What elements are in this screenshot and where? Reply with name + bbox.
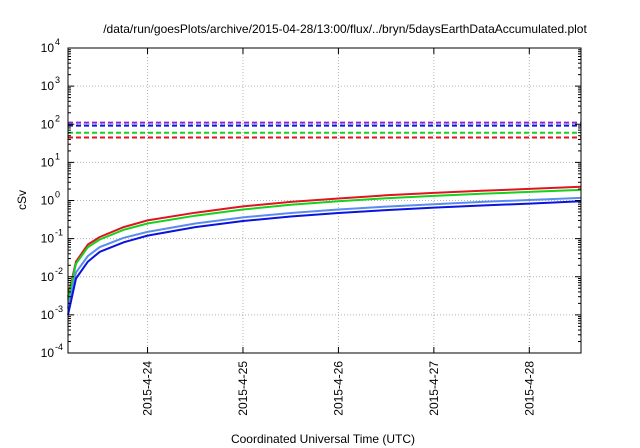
y-tick-exponent: -2 bbox=[55, 266, 63, 276]
series-line-1 bbox=[67, 188, 582, 300]
y-tick-exponent: 3 bbox=[55, 75, 60, 85]
y-tick-exponent: 1 bbox=[55, 151, 60, 161]
x-axis-label: Coordinated Universal Time (UTC) bbox=[231, 432, 415, 446]
chart-title: /data/run/goesPlots/archive/2015-04-28/1… bbox=[103, 22, 587, 36]
y-tick-label: 10 bbox=[41, 308, 55, 322]
y-tick-exponent: 2 bbox=[55, 113, 60, 123]
x-tick-label: 2015-4-26 bbox=[331, 361, 345, 416]
x-tick-label: 2015-4-24 bbox=[141, 361, 155, 416]
series-line-3 bbox=[67, 200, 582, 316]
x-tick-label: 2015-4-28 bbox=[522, 361, 536, 416]
y-tick-exponent: 0 bbox=[55, 190, 60, 200]
x-tick-label: 2015-4-27 bbox=[427, 361, 441, 416]
y-tick-exponent: -4 bbox=[55, 342, 63, 352]
y-tick-exponent: 4 bbox=[55, 37, 60, 47]
y-tick-label: 10 bbox=[41, 79, 55, 93]
x-tick-label: 2015-4-25 bbox=[236, 361, 250, 416]
y-tick-label: 10 bbox=[41, 346, 55, 360]
y-tick-label: 10 bbox=[41, 155, 55, 169]
y-tick-label: 10 bbox=[41, 194, 55, 208]
y-tick-label: 10 bbox=[41, 41, 55, 55]
series-line-2 bbox=[67, 196, 582, 309]
series-layer bbox=[67, 121, 582, 316]
y-tick-label: 10 bbox=[41, 270, 55, 284]
y-axis-label: cSv bbox=[15, 190, 29, 210]
y-tick-label: 10 bbox=[41, 117, 55, 131]
series-line-0 bbox=[67, 185, 582, 297]
y-tick-label: 10 bbox=[41, 232, 55, 246]
y-tick-exponent: -1 bbox=[55, 228, 63, 238]
y-tick-exponent: -3 bbox=[55, 304, 63, 314]
